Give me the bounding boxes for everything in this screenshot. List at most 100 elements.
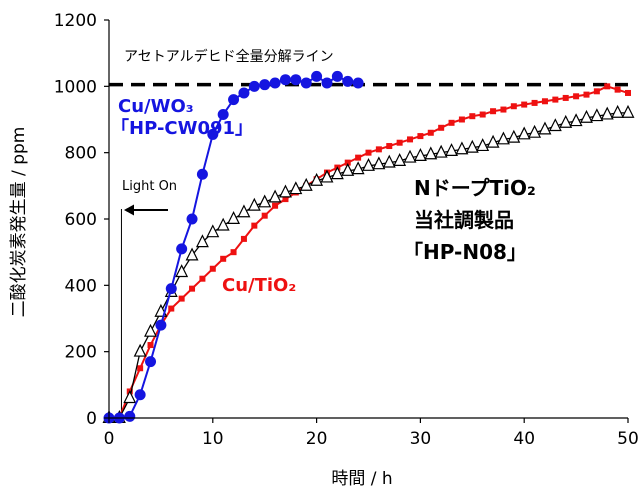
data-point — [259, 79, 271, 91]
data-point — [382, 154, 396, 168]
data-point — [341, 162, 355, 176]
data-point — [548, 118, 562, 132]
data-point — [590, 108, 604, 122]
series-label-ntio2-line1: NドープTiO₂ — [414, 176, 536, 200]
data-point — [206, 224, 220, 238]
data-point — [279, 74, 291, 86]
data-point — [580, 109, 593, 123]
data-point — [611, 104, 625, 118]
x-ticks: 0 10 20 30 40 50 — [104, 418, 639, 449]
data-point — [583, 91, 590, 98]
series-1 — [106, 83, 631, 421]
data-point — [217, 109, 229, 121]
data-point — [562, 94, 569, 101]
data-point — [310, 172, 324, 186]
data-point — [290, 74, 302, 86]
y-axis-title: 二酸化炭素発生量 / ppm — [9, 127, 29, 318]
data-point — [251, 222, 258, 229]
series-label-cuwo3-line1: Cu/WO₃ — [118, 96, 194, 117]
data-point — [469, 113, 476, 120]
data-point — [176, 243, 188, 255]
data-point — [362, 157, 375, 171]
data-point — [393, 153, 407, 166]
x-tick-label: 40 — [513, 429, 535, 449]
y-tick-label: 0 — [86, 409, 97, 429]
x-tick-label: 0 — [104, 429, 115, 449]
x-axis-title: 時間 / h — [331, 469, 392, 489]
data-point — [331, 70, 343, 82]
data-point — [448, 119, 455, 126]
data-point — [216, 217, 230, 231]
y-tick-label: 1200 — [54, 11, 97, 31]
data-point — [455, 141, 469, 155]
data-point — [507, 129, 521, 143]
data-point — [621, 104, 635, 118]
y-tick-label: 600 — [65, 210, 97, 230]
data-point — [330, 166, 344, 180]
data-point — [352, 77, 364, 89]
data-point — [196, 168, 208, 180]
data-point — [375, 146, 382, 153]
series-label-cutio2: Cu/TiO₂ — [222, 275, 296, 296]
data-point — [365, 149, 372, 156]
data-point — [268, 189, 282, 203]
data-point — [124, 410, 136, 422]
light-on-label: Light On — [122, 179, 177, 194]
data-point — [207, 128, 219, 140]
data-point — [123, 390, 137, 404]
data-point — [479, 111, 486, 118]
data-point — [403, 149, 417, 163]
data-point — [490, 108, 497, 115]
y-ticks: 0 200 400 600 800 1000 1200 — [54, 11, 109, 429]
data-point — [531, 99, 538, 106]
data-point — [528, 124, 542, 138]
x-tick-label: 30 — [410, 429, 432, 449]
data-point — [500, 106, 507, 113]
data-point — [438, 124, 445, 131]
data-point — [147, 342, 154, 349]
data-point — [230, 249, 237, 256]
data-point — [434, 144, 448, 158]
data-point — [413, 148, 427, 161]
data-point — [133, 343, 147, 357]
data-point — [248, 80, 260, 92]
data-point — [538, 121, 552, 135]
data-point — [476, 138, 490, 152]
data-point — [289, 181, 303, 195]
data-point — [237, 204, 251, 218]
data-point — [165, 283, 177, 295]
data-point — [342, 75, 354, 87]
data-point — [269, 77, 281, 89]
data-point — [155, 319, 167, 331]
data-point — [320, 169, 334, 183]
data-point — [496, 131, 510, 145]
data-point — [145, 356, 157, 368]
data-point — [614, 86, 621, 93]
data-point — [228, 94, 240, 106]
series-label-ntio2: NドープTiO₂ 当社調製品 「HP-N08」 — [403, 176, 536, 264]
data-point — [144, 323, 157, 337]
data-point — [209, 265, 216, 272]
data-point — [573, 93, 580, 100]
data-point — [199, 275, 206, 282]
data-point — [510, 103, 517, 110]
data-point — [372, 156, 386, 170]
data-point — [195, 234, 209, 248]
y-tick-label: 1000 — [54, 77, 97, 97]
data-point — [569, 113, 583, 127]
data-point — [355, 154, 362, 161]
data-point — [593, 88, 600, 95]
data-point — [278, 184, 292, 198]
data-point — [344, 159, 351, 166]
data-point — [445, 143, 459, 157]
light-on-annotation: Light On — [122, 179, 177, 216]
series-label-ntio2-line3: 「HP-N08」 — [403, 240, 527, 264]
data-point — [240, 235, 247, 242]
data-point — [311, 70, 323, 82]
y-tick-label: 200 — [65, 343, 97, 363]
y-tick-label: 800 — [65, 144, 97, 164]
data-point — [185, 247, 199, 261]
data-point — [465, 139, 479, 153]
data-point — [351, 161, 365, 175]
data-point — [175, 264, 189, 278]
